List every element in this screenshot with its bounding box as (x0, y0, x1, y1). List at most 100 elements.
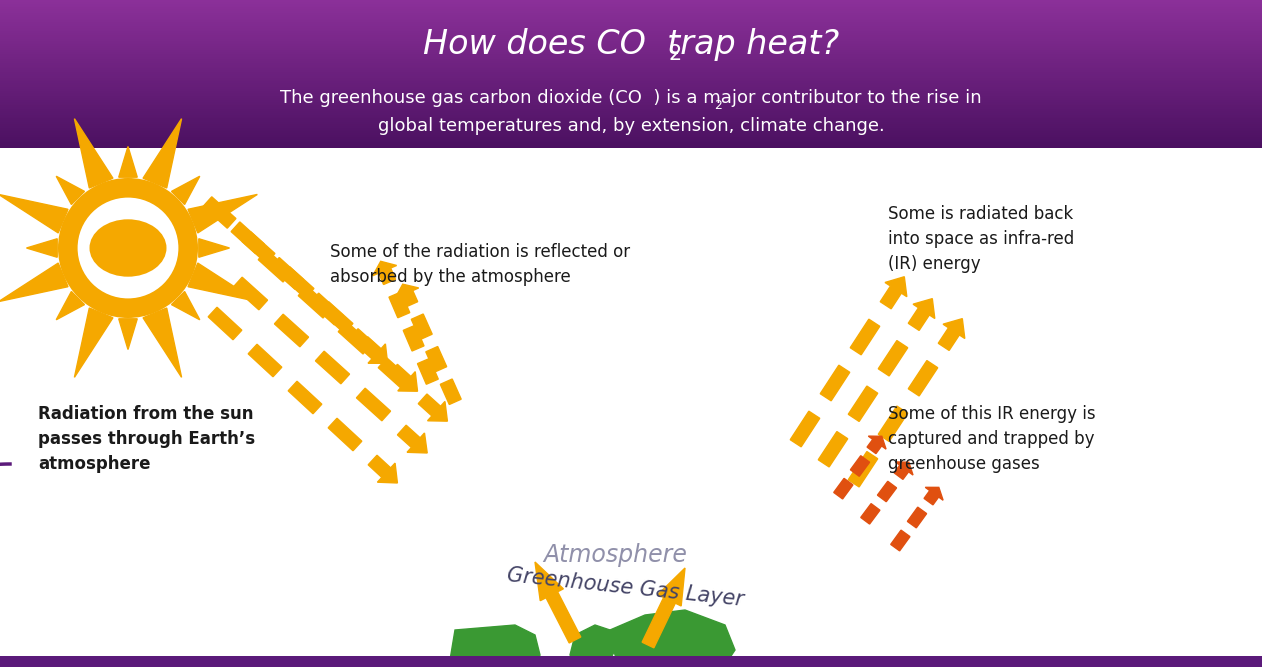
Polygon shape (425, 347, 447, 372)
Bar (0, 117, 1262, 119)
Bar (0, 119, 1262, 121)
Polygon shape (372, 261, 396, 285)
Polygon shape (379, 358, 411, 390)
Text: global temperatures and, by extension, climate change.: global temperatures and, by extension, c… (377, 117, 885, 135)
Polygon shape (259, 250, 292, 282)
Polygon shape (848, 386, 878, 422)
Bar (0, 85, 1262, 87)
Polygon shape (356, 388, 390, 421)
Bar (0, 141, 1262, 143)
Polygon shape (281, 267, 314, 298)
Bar (0, 4, 1262, 6)
Bar (0, 109, 1262, 111)
Polygon shape (199, 239, 230, 257)
Polygon shape (398, 425, 428, 453)
Bar (0, 76, 1262, 78)
Bar (0, 11, 1262, 13)
Bar (0, 105, 1262, 108)
Bar (0, 35, 1262, 37)
Bar (0, 135, 1262, 137)
Bar (0, 87, 1262, 89)
Polygon shape (328, 418, 362, 451)
Polygon shape (298, 286, 332, 318)
Bar (0, 63, 1262, 65)
Polygon shape (172, 176, 199, 205)
Polygon shape (57, 176, 85, 205)
Polygon shape (411, 314, 432, 340)
Bar (0, 67, 1262, 69)
Polygon shape (851, 456, 870, 476)
Bar (0, 126, 1262, 128)
Bar (0, 43, 1262, 45)
Polygon shape (878, 406, 907, 442)
Polygon shape (909, 299, 935, 330)
Polygon shape (143, 119, 182, 188)
Polygon shape (233, 277, 268, 309)
Polygon shape (834, 478, 853, 499)
Bar (0, 5, 1262, 8)
Bar (0, 28, 1262, 30)
Polygon shape (891, 530, 910, 551)
Bar (0, 148, 1262, 667)
Text: 2: 2 (669, 45, 681, 65)
Bar (0, 83, 1262, 85)
Polygon shape (820, 366, 849, 401)
Bar (0, 7, 1262, 10)
Bar (0, 129, 1262, 132)
Polygon shape (877, 482, 896, 502)
Bar (0, 93, 1262, 95)
Circle shape (77, 197, 178, 298)
Text: The greenhouse gas carbon dioxide (CO  ) is a major contributor to the rise in: The greenhouse gas carbon dioxide (CO ) … (280, 89, 982, 107)
Bar (0, 53, 1262, 56)
Text: How does CO  trap heat?: How does CO trap heat? (423, 28, 839, 61)
Bar (0, 24, 1262, 27)
Bar (0, 55, 1262, 58)
Bar (0, 133, 1262, 135)
Polygon shape (369, 456, 398, 483)
Polygon shape (938, 319, 964, 350)
Bar (0, 74, 1262, 76)
Polygon shape (395, 284, 419, 307)
Bar (0, 98, 1262, 101)
Text: Atmosphere: Atmosphere (543, 543, 687, 567)
Bar (0, 115, 1262, 117)
Text: Greenhouse Gas Layer: Greenhouse Gas Layer (506, 565, 745, 610)
Polygon shape (909, 361, 938, 396)
Polygon shape (188, 263, 257, 301)
Polygon shape (350, 329, 382, 360)
Polygon shape (818, 432, 848, 467)
Polygon shape (0, 194, 68, 233)
Bar (0, 113, 1262, 115)
Polygon shape (0, 263, 68, 301)
Bar (0, 19, 1262, 21)
Text: Some of the radiation is reflected or
absorbed by the atmosphere: Some of the radiation is reflected or ab… (329, 243, 630, 286)
Bar (0, 96, 1262, 99)
Bar (0, 50, 1262, 52)
Bar (0, 94, 1262, 97)
Bar (0, 2, 1262, 4)
Polygon shape (861, 504, 880, 524)
Bar (0, 137, 1262, 139)
Text: Some of this IR energy is
captured and trapped by
greenhouse gases: Some of this IR energy is captured and t… (888, 405, 1095, 473)
Polygon shape (27, 239, 57, 257)
Bar (0, 100, 1262, 102)
Bar (0, 17, 1262, 19)
Polygon shape (74, 308, 112, 378)
Polygon shape (451, 625, 540, 667)
Polygon shape (642, 568, 685, 648)
Polygon shape (270, 257, 304, 289)
Polygon shape (867, 436, 886, 454)
Polygon shape (907, 507, 926, 528)
Polygon shape (310, 293, 343, 325)
Bar (0, 48, 1262, 51)
Bar (0, 656, 1262, 667)
Bar (0, 37, 1262, 39)
Polygon shape (360, 337, 387, 364)
Polygon shape (203, 197, 236, 228)
Polygon shape (274, 314, 309, 347)
Polygon shape (440, 379, 461, 404)
Bar (0, 146, 1262, 149)
Polygon shape (249, 344, 281, 377)
Polygon shape (535, 562, 581, 643)
Bar (0, 107, 1262, 109)
